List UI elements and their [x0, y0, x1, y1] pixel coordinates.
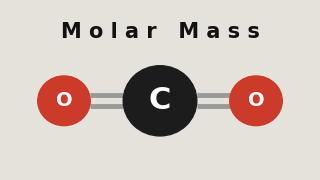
Ellipse shape [123, 66, 197, 136]
Ellipse shape [38, 76, 90, 126]
Text: O: O [248, 91, 264, 110]
Ellipse shape [230, 76, 282, 126]
Text: M o l a r   M a s s: M o l a r M a s s [60, 22, 260, 42]
Text: O: O [56, 91, 72, 110]
Text: C: C [149, 86, 171, 115]
